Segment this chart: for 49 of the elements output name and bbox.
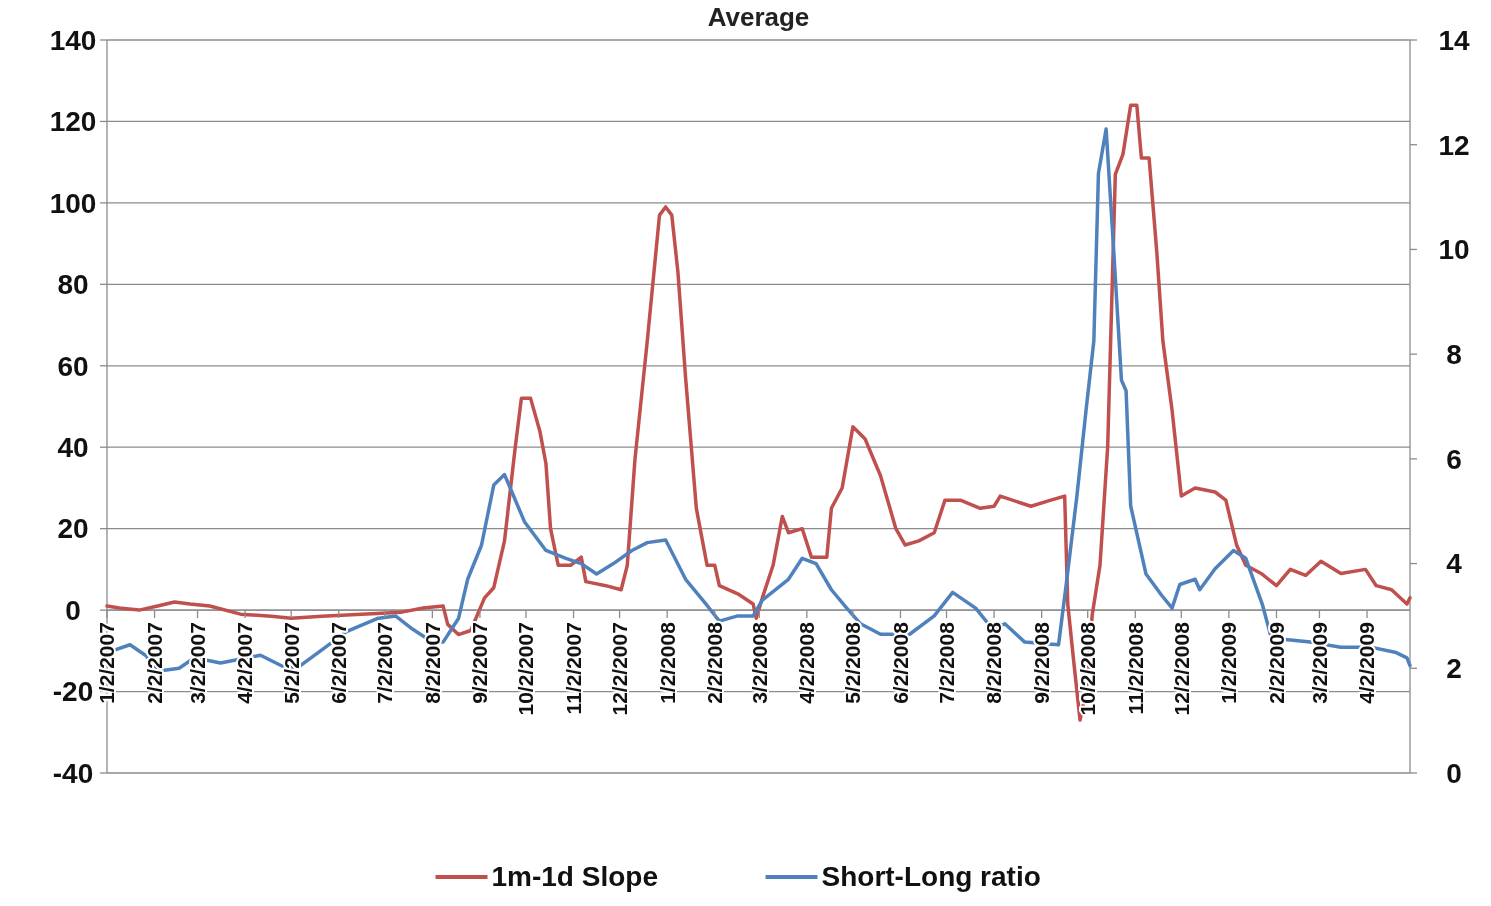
x-tick-label: 2/2/2009	[1264, 622, 1288, 704]
y-tick-label: 0	[65, 594, 81, 626]
x-tick-label: 11/2/2007	[561, 622, 585, 715]
x-tick-label: 11/2/2008	[1123, 621, 1147, 715]
x-tick-label: 5/2/2008	[841, 621, 865, 704]
chart-title: Average	[707, 2, 810, 32]
x-tick-label: 12/2/2008	[1169, 621, 1193, 716]
y2-tick-label: 2	[1446, 653, 1462, 685]
y-tick-label: -40	[52, 757, 94, 789]
x-tick-label: 9/2/2007	[468, 622, 492, 704]
y2-tick-label: 10	[1438, 234, 1470, 266]
x-tick-label: 2/2/2007	[142, 622, 166, 704]
y-tick-label: 100	[49, 187, 97, 219]
y-tick-label: 140	[49, 24, 97, 56]
x-tick-label: 5/2/2007	[279, 622, 303, 704]
x-tick-label: 10/2/2007	[514, 622, 538, 716]
legend-label: Short-Long ratio	[821, 861, 1041, 892]
y-tick-label: 60	[57, 350, 89, 382]
x-tick-label: 1/2/2008	[655, 621, 679, 704]
legend-label: 1m-1d Slope	[491, 861, 658, 892]
y2-tick-label: 0	[1446, 757, 1462, 789]
x-tick-label: 8/2/2008	[982, 621, 1006, 704]
x-tick-label: 10/2/2008	[1076, 621, 1100, 716]
y2-tick-label: 14	[1438, 24, 1470, 56]
x-tick-label: 1/2/2009	[1217, 622, 1241, 704]
x-tick-label: 4/2/2007	[233, 622, 257, 704]
x-tick-label: 7/2/2008	[934, 621, 958, 704]
y-tick-label: -20	[52, 676, 94, 708]
y-tick-label: 20	[57, 513, 89, 545]
x-tick-label: 12/2/2007	[607, 622, 631, 716]
y2-tick-label: 4	[1446, 548, 1463, 580]
x-tick-label: 8/2/2007	[420, 622, 444, 704]
x-tick-label: 4/2/2008	[795, 621, 819, 704]
x-tick-label: 4/2/2009	[1355, 622, 1379, 704]
x-tick-label: 6/2/2007	[327, 622, 351, 704]
x-tick-label: 2/2/2008	[703, 621, 727, 704]
x-tick-label: 6/2/2008	[888, 621, 912, 704]
y-tick-label: 120	[49, 106, 97, 138]
y2-tick-label: 8	[1446, 338, 1462, 370]
x-tick-label: 1/2/2007	[95, 622, 119, 704]
x-tick-label: 3/2/2008	[747, 621, 771, 704]
x-tick-label: 7/2/2007	[373, 622, 397, 704]
y-tick-label: 80	[57, 269, 89, 301]
y2-tick-label: 6	[1446, 443, 1462, 475]
x-tick-label: 3/2/2007	[185, 622, 209, 704]
y2-tick-label: 12	[1438, 129, 1470, 161]
x-tick-label: 9/2/2008	[1030, 621, 1054, 704]
x-tick-label: 3/2/2009	[1307, 622, 1331, 704]
y-tick-label: 40	[57, 432, 89, 464]
